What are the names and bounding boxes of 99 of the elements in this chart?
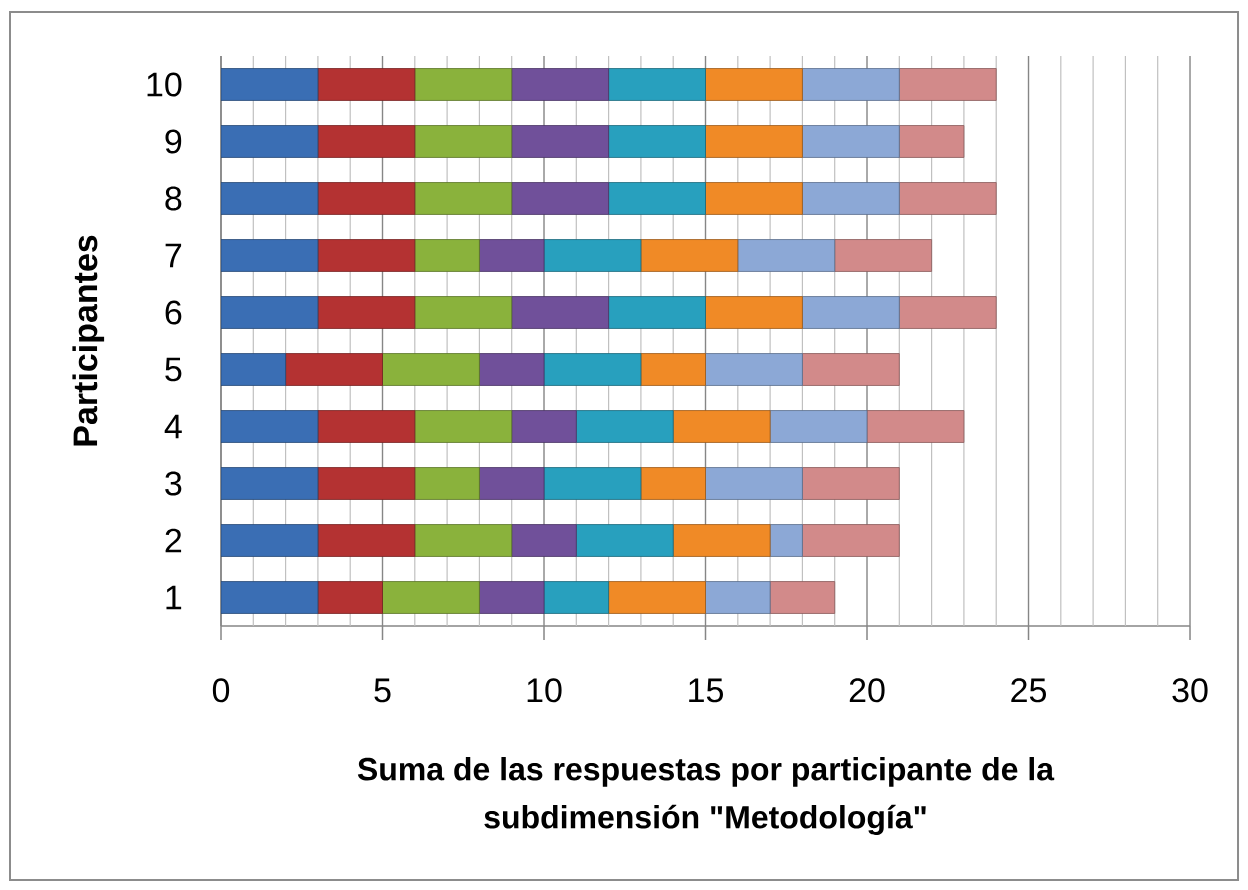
bar [382,353,480,386]
bar [317,467,416,500]
bar [543,353,642,386]
y-tick-label: 3 [165,471,182,496]
bar [608,125,706,158]
bar [511,410,577,443]
bar [608,296,706,329]
bar [769,410,868,443]
bar [705,296,803,329]
bar [382,581,480,614]
x-axis-title: Suma de las respuestas por participante de la subdimensión "Metodología" [357,757,1055,835]
bar [802,296,900,329]
bar [317,125,416,158]
bar [414,182,513,215]
bar [479,467,545,500]
bar [543,467,642,500]
x-tick-label: 20 [849,678,885,703]
bar [479,239,545,272]
bar [414,68,513,101]
bar [705,467,803,500]
bar [479,353,545,386]
bar [221,239,319,272]
bar [414,239,480,272]
bar [769,581,836,614]
y-tick-label: 5 [165,357,182,382]
bar [414,524,513,557]
bar [608,581,706,614]
x-tick-label: 30 [1172,678,1208,703]
bar [575,410,674,443]
bar [317,524,416,557]
bar [221,524,319,557]
bar [640,467,706,500]
bar [802,182,900,215]
bar [221,296,319,329]
bar [672,524,771,557]
bar [221,182,319,215]
bar [898,182,997,215]
bar [737,239,836,272]
y-tick-label: 10 [147,72,182,97]
y-tick-label: 7 [165,243,182,268]
x-tick-label: 10 [527,678,562,703]
bar [317,296,416,329]
bar [898,125,965,158]
bar [834,239,933,272]
bar [221,467,319,500]
x-tick-label: 15 [689,678,723,703]
y-axis-title: Participantes [72,235,105,446]
bar [317,581,383,614]
x-tick-label: 0 [212,678,230,703]
bar [511,296,610,329]
bar [705,125,803,158]
y-tick-label: 6 [165,300,182,325]
bar [221,410,319,443]
bar [511,68,610,101]
bar [543,581,610,614]
bar [705,353,803,386]
bar [317,239,416,272]
bar [414,410,513,443]
bar [866,410,965,443]
bar [479,581,545,614]
bar [414,125,513,158]
x-tick-label: 5 [374,678,391,703]
bar [705,581,771,614]
bar [608,68,706,101]
bar [511,125,610,158]
bar [543,239,642,272]
bar [317,410,416,443]
bar [608,182,706,215]
bar [285,353,383,386]
bar [640,239,739,272]
y-tick-label: 2 [165,528,182,553]
y-tick-label: 9 [165,129,182,154]
bar [898,296,997,329]
bar [802,467,900,500]
bar [640,353,706,386]
bar [511,524,577,557]
bar [802,524,900,557]
bar [802,353,900,386]
bar [769,524,803,557]
bar [221,68,319,101]
bar [705,68,803,101]
y-tick-label: 4 [164,414,182,439]
y-tick-label: 1 [166,585,182,610]
bar [575,524,674,557]
bar [802,68,900,101]
bar [705,182,803,215]
bar [221,125,319,158]
bar [672,410,771,443]
bar [221,581,319,614]
bar [414,296,513,329]
bar [898,68,997,101]
x-tick-label: 25 [1011,678,1046,703]
y-tick-label: 8 [165,186,182,211]
bar [414,467,480,500]
bar [802,125,900,158]
bar [511,182,610,215]
bar [317,182,416,215]
bar [317,68,416,101]
bar [221,353,286,386]
